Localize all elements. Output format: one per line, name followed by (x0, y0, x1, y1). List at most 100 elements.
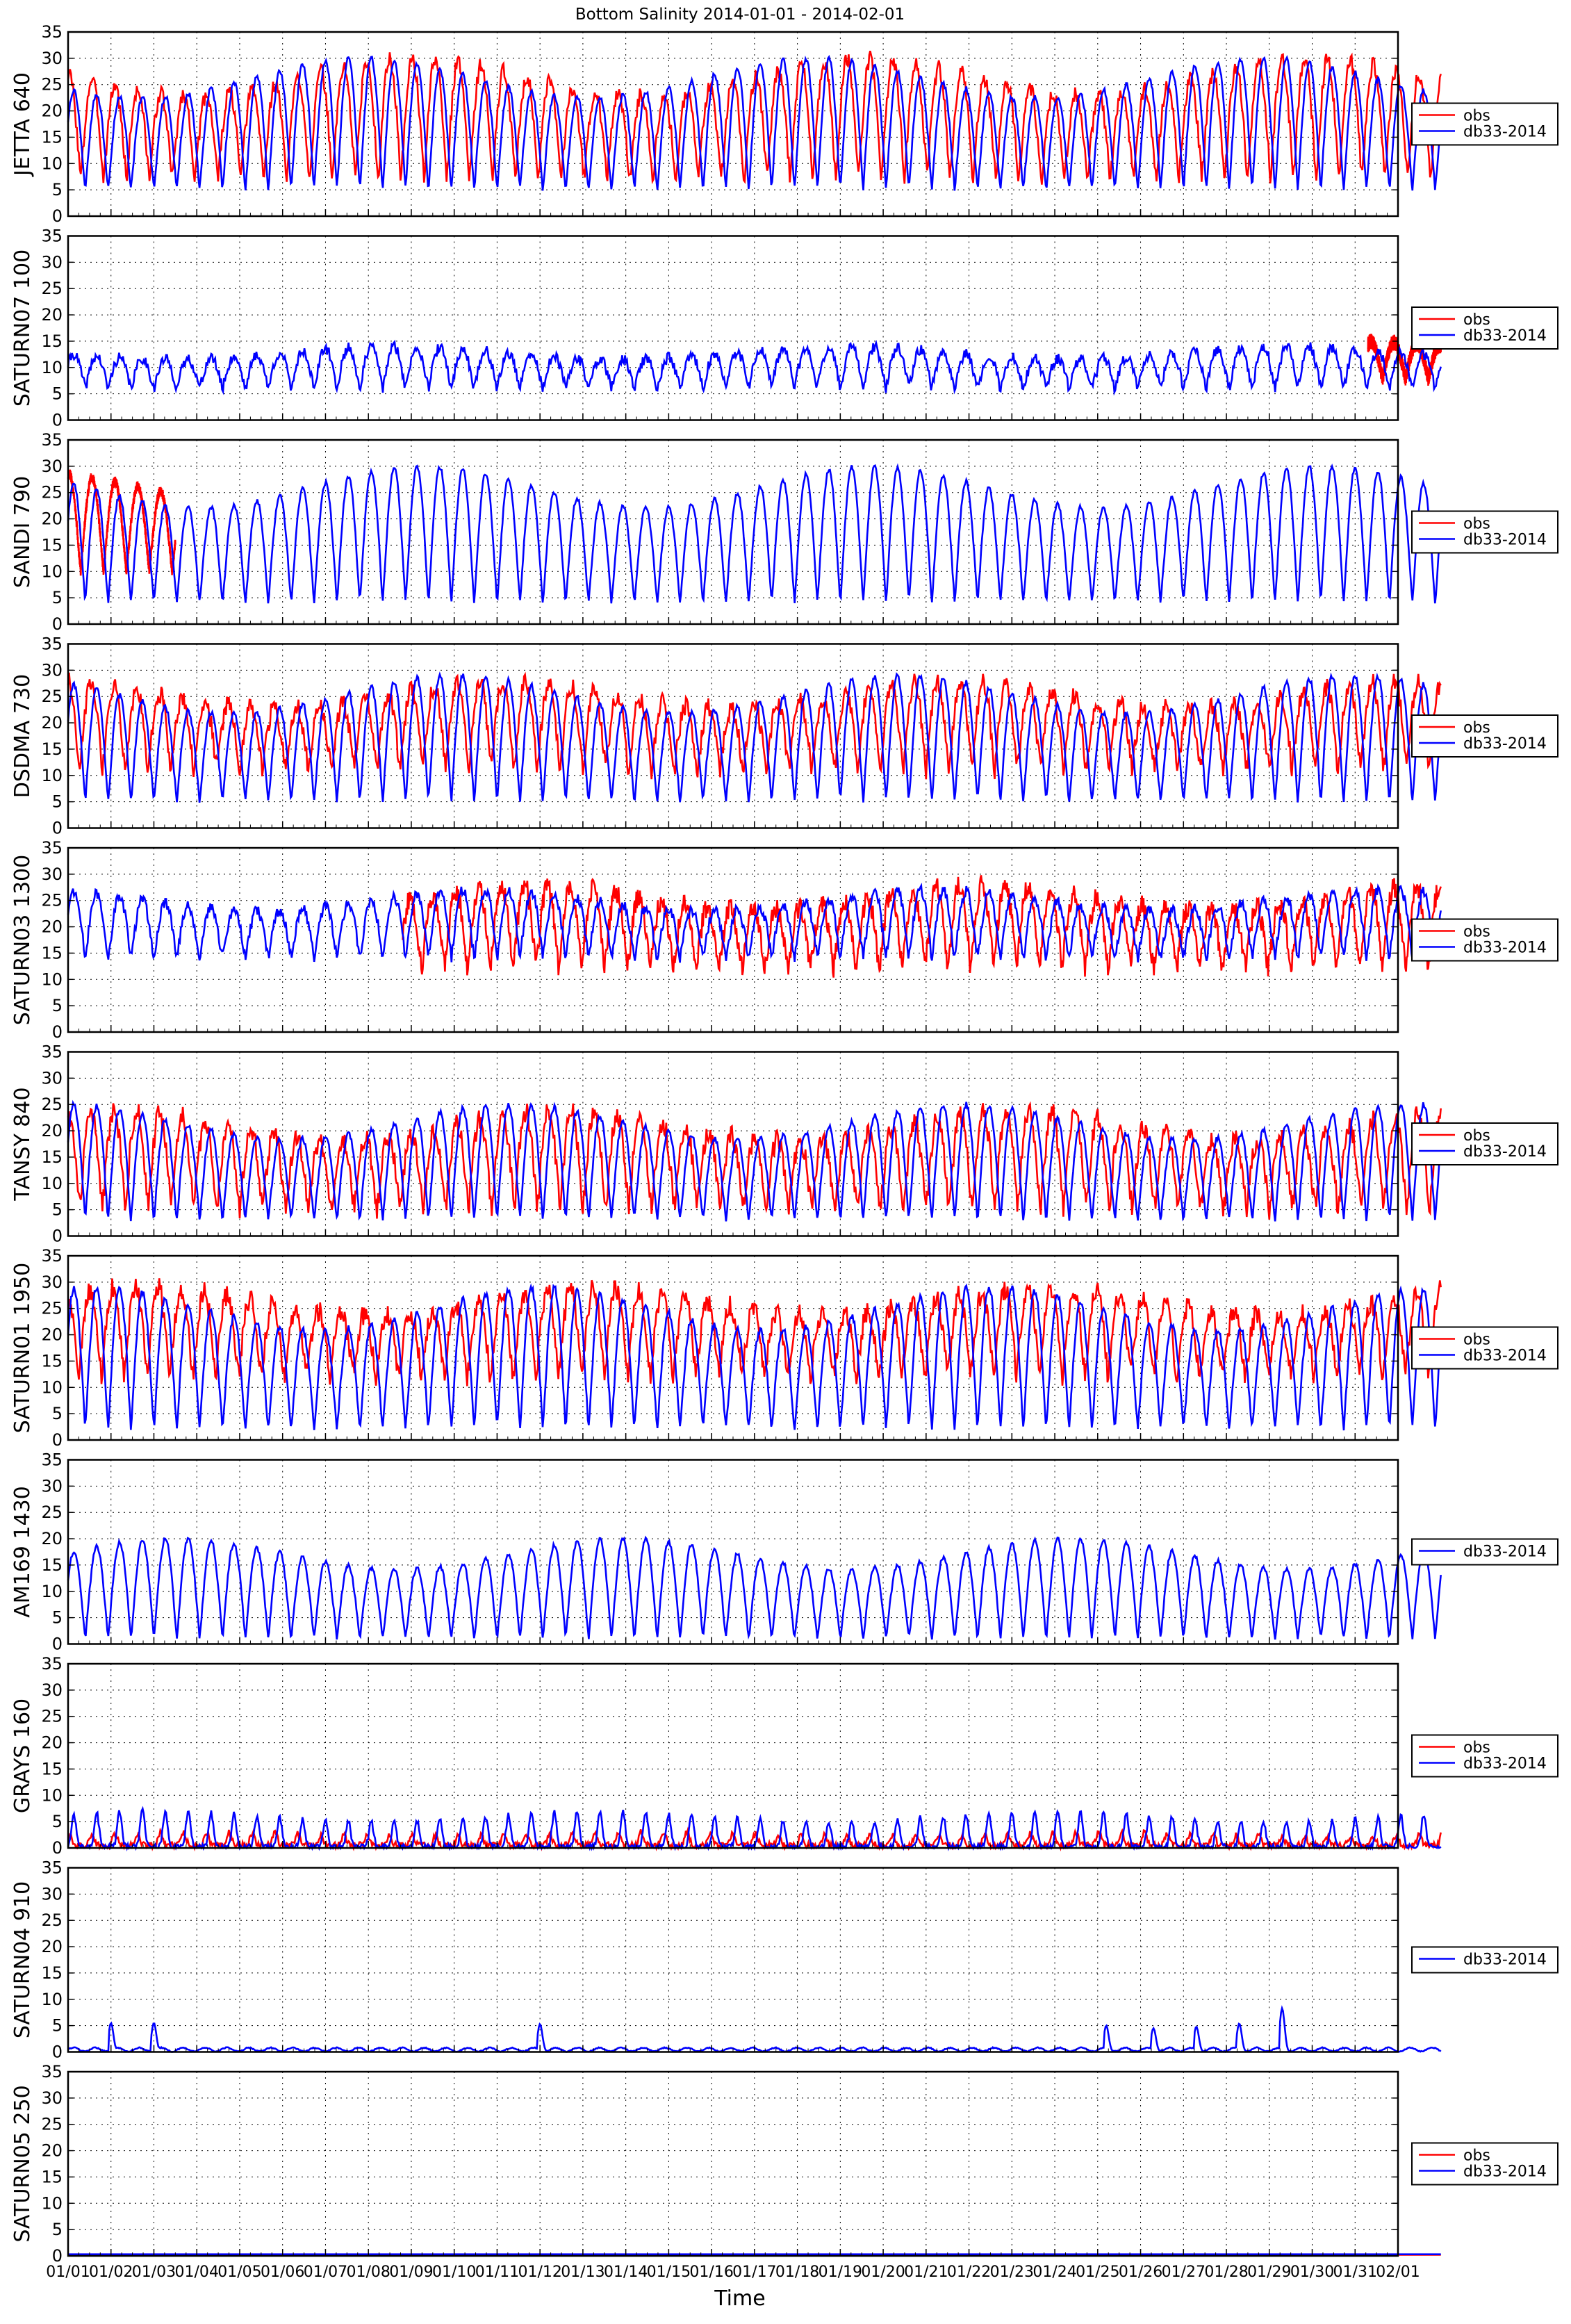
legend-label: db33-2014 (1463, 1544, 1547, 1561)
y-tick-label: 25 (41, 1299, 63, 1318)
y-tick-label: 20 (41, 2141, 63, 2161)
y-tick-label: 0 (52, 1430, 63, 1450)
legend-label: obs (1463, 311, 1490, 329)
y-tick-label: 10 (41, 969, 63, 989)
grid (68, 848, 1398, 1032)
y-tick-label: 25 (41, 1707, 63, 1726)
y-tick-label: 25 (41, 1503, 63, 1522)
axes-frame (67, 846, 1399, 1033)
figure-title: Bottom Salinity 2014-01-01 - 2014-02-01 (575, 6, 905, 24)
grid (68, 236, 1398, 420)
y-tick-label: 5 (52, 996, 63, 1015)
y-tick-label: 35 (41, 2062, 63, 2081)
y-tick-label: 10 (41, 2193, 63, 2213)
legend-box (1411, 1538, 1558, 1566)
series-line-db33-2014 (67, 671, 1442, 803)
x-tick-label: 01/29 (1247, 2264, 1291, 2281)
legend-label: db33-2014 (1463, 940, 1547, 957)
x-tick-label: 01/14 (604, 2264, 648, 2281)
legend-box (1411, 1326, 1558, 1370)
y-tick-label: 35 (41, 1246, 63, 1266)
y-tick-label: 15 (41, 1963, 63, 1983)
series-line-db33-2014 (67, 339, 1442, 396)
legend-label: obs (1463, 108, 1490, 125)
y-tick-label: 0 (52, 1635, 63, 1654)
x-tick-label: 01/25 (1076, 2264, 1119, 2281)
y-tick-label: 10 (41, 1377, 63, 1397)
y-tick-label: 0 (52, 1227, 63, 1246)
y-tick-label: 15 (41, 739, 63, 759)
y-tick-label: 0 (52, 1838, 63, 1858)
y-tick-label: 25 (41, 891, 63, 910)
y-tick-label: 20 (41, 101, 63, 121)
x-tick-label: 01/10 (432, 2264, 476, 2281)
series-line-obs (67, 50, 1442, 185)
axes-frame (67, 643, 1399, 829)
x-tick-label: 01/21 (904, 2264, 948, 2281)
x-tick-label: 01/11 (475, 2264, 519, 2281)
y-tick-label: 35 (41, 1654, 63, 1674)
legend-box (1411, 1734, 1558, 1778)
legend-label: obs (1463, 1332, 1490, 1349)
y-tick-label: 0 (52, 411, 63, 430)
legend-label: db33-2014 (1463, 327, 1547, 345)
y-tick-label: 10 (41, 1582, 63, 1601)
y-tick-label: 20 (41, 1937, 63, 1956)
x-tick-label: 01/06 (261, 2264, 304, 2281)
y-tick-label: 10 (41, 1174, 63, 1193)
x-tick-label: 01/23 (990, 2264, 1034, 2281)
y-tick-label: 15 (41, 535, 63, 555)
x-tick-label: 01/04 (175, 2264, 219, 2281)
y-tick-label: 30 (41, 2088, 63, 2108)
y-axis-label: DSDMA 730 (10, 674, 35, 798)
legend-box (1411, 2142, 1558, 2186)
y-tick-label: 5 (52, 384, 63, 404)
y-axis-label: JETTA 640 (10, 72, 35, 177)
panel-10: 0 5 10 15 20 25 30 35 SATURN04 910 db33-2014 (10, 1858, 1558, 2062)
legend-box (1411, 306, 1558, 350)
series-line-obs (67, 671, 1442, 780)
y-tick-label: 35 (41, 1042, 63, 1062)
y-tick-label: 5 (52, 1404, 63, 1423)
legend-label: obs (1463, 1127, 1490, 1145)
y-tick-label: 10 (41, 1990, 63, 2009)
y-tick-label: 5 (52, 1812, 63, 1831)
y-tick-label: 0 (52, 2043, 63, 2062)
y-tick-label: 10 (41, 766, 63, 785)
y-tick-label: 0 (52, 614, 63, 634)
axes-frame (67, 1662, 1399, 1849)
series-line-db33-2014 (67, 54, 1442, 191)
x-axis-label: Time (714, 2286, 766, 2311)
y-tick-label: 5 (52, 180, 63, 199)
y-axis-label: SATURN04 910 (10, 1881, 35, 2038)
series-line-obs (402, 875, 1442, 978)
legend-label: db33-2014 (1463, 1756, 1547, 1773)
x-tick-label: 01/07 (304, 2264, 347, 2281)
series-line-obs (1367, 334, 1442, 386)
y-tick-label: 30 (41, 1884, 63, 1904)
x-tick-label: 01/03 (132, 2264, 176, 2281)
y-tick-label: 10 (41, 1785, 63, 1805)
y-tick-label: 15 (41, 943, 63, 963)
y-tick-label: 25 (41, 687, 63, 706)
series-line-db33-2014 (67, 1283, 1442, 1431)
grid (68, 1664, 1398, 1848)
y-tick-label: 5 (52, 792, 63, 812)
y-tick-label: 35 (41, 838, 63, 858)
y-tick-label: 5 (52, 1200, 63, 1220)
y-tick-label: 30 (41, 1273, 63, 1292)
y-tick-label: 30 (41, 865, 63, 884)
y-tick-label: 0 (52, 819, 63, 838)
x-tick-label: 01/17 (732, 2264, 776, 2281)
y-tick-label: 35 (41, 635, 63, 654)
legend-label: obs (1463, 2147, 1490, 2165)
legend-box (1411, 102, 1558, 146)
series-line-db33-2014 (67, 1535, 1442, 1640)
axes-frame (67, 1867, 1399, 2053)
